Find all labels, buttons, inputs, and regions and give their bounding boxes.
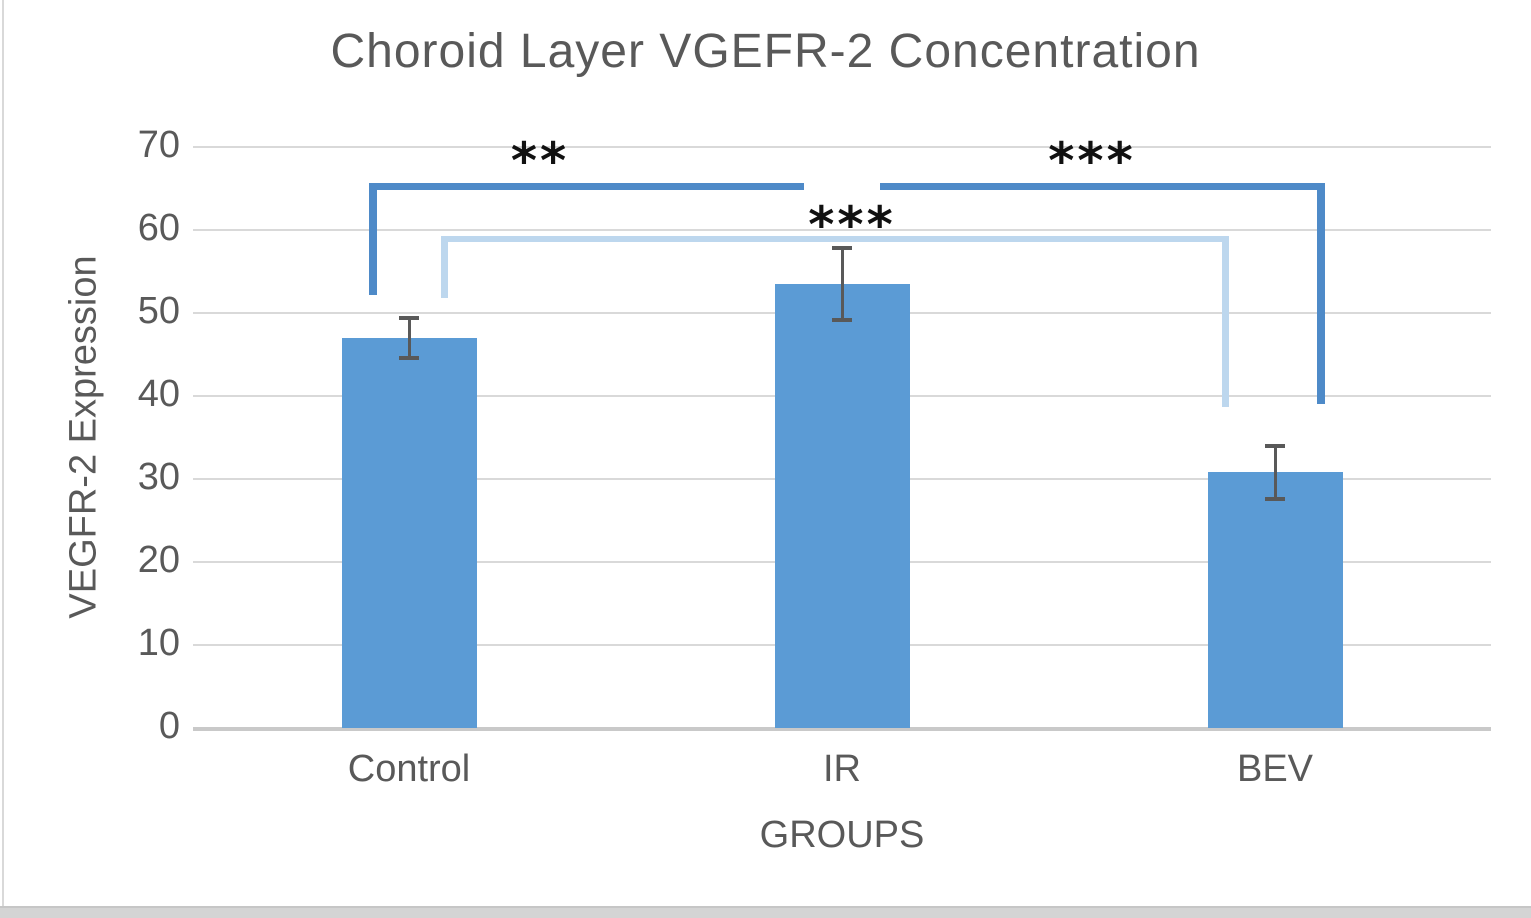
error-bar-cap-ir-bottom — [832, 317, 852, 322]
sig-bracket-ir-bev-horizontal — [880, 183, 1325, 190]
chart-title: Choroid Layer VGEFR-2 Concentration — [330, 25, 1201, 78]
y-tick-label-60: 60 — [137, 206, 180, 249]
chart-border-left — [2, 0, 4, 918]
y-tick-label-70: 70 — [137, 123, 180, 166]
x-tick-label-control: Control — [347, 748, 471, 790]
gridline-70 — [193, 146, 1491, 148]
y-tick-label-20: 20 — [137, 538, 180, 581]
sig-label-control-bev: *** — [808, 196, 896, 254]
sig-bracket-control-bev-horizontal — [441, 236, 1229, 242]
x-tick-label-bev: BEV — [1236, 748, 1314, 790]
sig-label-ir-bev: *** — [1048, 132, 1136, 190]
sig-bracket-control-bev-left-vertical — [441, 236, 448, 298]
error-bar-cap-bev-bottom — [1265, 496, 1285, 501]
sig-bracket-ir-bev-vertical — [1317, 183, 1325, 404]
error-bar-cap-control-bottom — [399, 355, 419, 360]
x-axis-line — [193, 727, 1491, 731]
sig-label-control-ir: ** — [510, 132, 570, 190]
x-tick-label-ir: IR — [823, 748, 861, 790]
error-bar-cap-ir-top — [832, 246, 852, 251]
bar-control — [341, 337, 477, 728]
y-tick-label-50: 50 — [137, 289, 180, 332]
chart-border-bottom — [0, 906, 1531, 918]
gridline-60 — [193, 229, 1491, 231]
bar-bev — [1207, 472, 1343, 728]
y-tick-label-40: 40 — [137, 372, 180, 415]
sig-bracket-control-ir-vertical — [369, 183, 377, 295]
error-bar-control — [407, 317, 411, 358]
sig-bracket-control-bev-right-vertical — [1222, 236, 1229, 407]
y-tick-label-10: 10 — [137, 621, 180, 664]
error-bar-cap-bev-top — [1265, 443, 1285, 448]
sig-bracket-control-ir-horizontal — [369, 183, 804, 190]
error-bar-cap-control-top — [399, 315, 419, 320]
y-tick-label-0: 0 — [158, 704, 180, 747]
bar-ir — [774, 283, 910, 728]
error-bar-ir — [840, 248, 844, 320]
y-tick-label-30: 30 — [137, 455, 180, 498]
x-axis-title: GROUPS — [759, 814, 925, 856]
error-bar-bev — [1273, 445, 1277, 499]
